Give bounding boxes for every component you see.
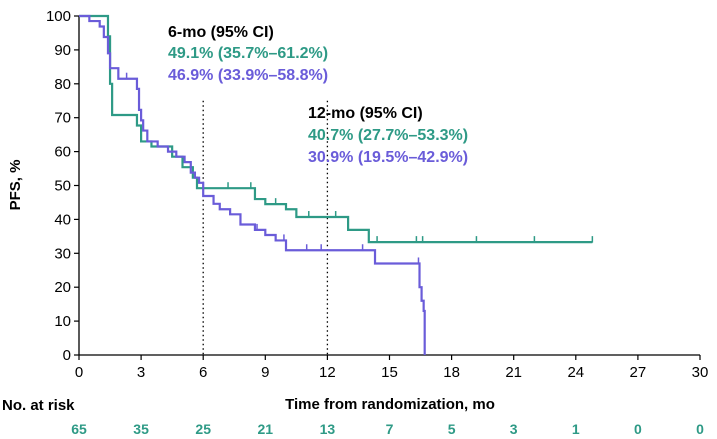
annotation-12mo-series2: 30.9% (19.5%–42.9%) [308, 149, 468, 166]
y-tick-label: 100 [46, 8, 71, 25]
x-ticks: 0 3 6 9 12 15 18 21 24 27 30 [75, 355, 709, 381]
at-risk-value: 1 [572, 421, 580, 437]
at-risk-value: 0 [696, 421, 704, 437]
y-tick-label: 80 [54, 76, 71, 93]
at-risk-value: 21 [258, 421, 274, 437]
x-tick-label: 12 [319, 364, 336, 381]
at-risk-value: 65 [71, 421, 87, 437]
reference-lines [202, 100, 329, 355]
y-tick-label: 20 [54, 279, 71, 296]
x-tick-label: 15 [381, 364, 398, 381]
at-risk-value: 35 [133, 421, 149, 437]
annotation-6mo-title: 6-mo (95% CI) [168, 24, 274, 41]
x-tick-label: 0 [75, 364, 83, 381]
y-tick-label: 90 [54, 42, 71, 59]
x-tick-label: 3 [137, 364, 145, 381]
at-risk-value: 3 [510, 421, 518, 437]
y-ticks: 0 10 20 30 40 50 60 70 80 90 100 [46, 8, 79, 364]
annotation-12mo-title: 12-mo (95% CI) [308, 105, 423, 122]
y-tick-label: 10 [54, 313, 71, 330]
x-tick-label: 6 [199, 364, 207, 381]
survival-curve-1 [79, 14, 593, 244]
at-risk-value: 25 [195, 421, 211, 437]
survival-curve-2 [79, 14, 426, 355]
x-tick-label: 30 [692, 364, 709, 381]
x-tick-label: 27 [630, 364, 647, 381]
y-tick-label: 70 [54, 110, 71, 127]
y-axis-title: PFS, % [7, 160, 24, 211]
x-tick-label: 21 [505, 364, 522, 381]
at-risk-value: 7 [386, 421, 394, 437]
y-tick-label: 40 [54, 211, 71, 228]
at-risk-value: 5 [448, 421, 456, 437]
curves [79, 14, 594, 355]
at-risk-value: 0 [634, 421, 642, 437]
at-risk-value: 13 [320, 421, 336, 437]
y-tick-label: 50 [54, 178, 71, 195]
at-risk-label: No. at risk [2, 397, 75, 414]
x-tick-label: 9 [261, 364, 269, 381]
y-tick-label: 60 [54, 144, 71, 161]
y-tick-label: 0 [63, 347, 71, 364]
x-axis-title: Time from randomization, mo [285, 396, 495, 413]
x-tick-label: 24 [567, 364, 584, 381]
annotation-6mo-series2: 46.9% (33.9%–58.8%) [168, 67, 328, 84]
annotation-12mo-series1: 40.7% (27.7%–53.3%) [308, 127, 468, 144]
x-tick-label: 18 [443, 364, 460, 381]
annotation-6mo-series1: 49.1% (35.7%–61.2%) [168, 45, 328, 62]
y-tick-label: 30 [54, 245, 71, 262]
at-risk-values: 65 35 25 21 13 7 5 3 1 0 0 [71, 421, 704, 437]
